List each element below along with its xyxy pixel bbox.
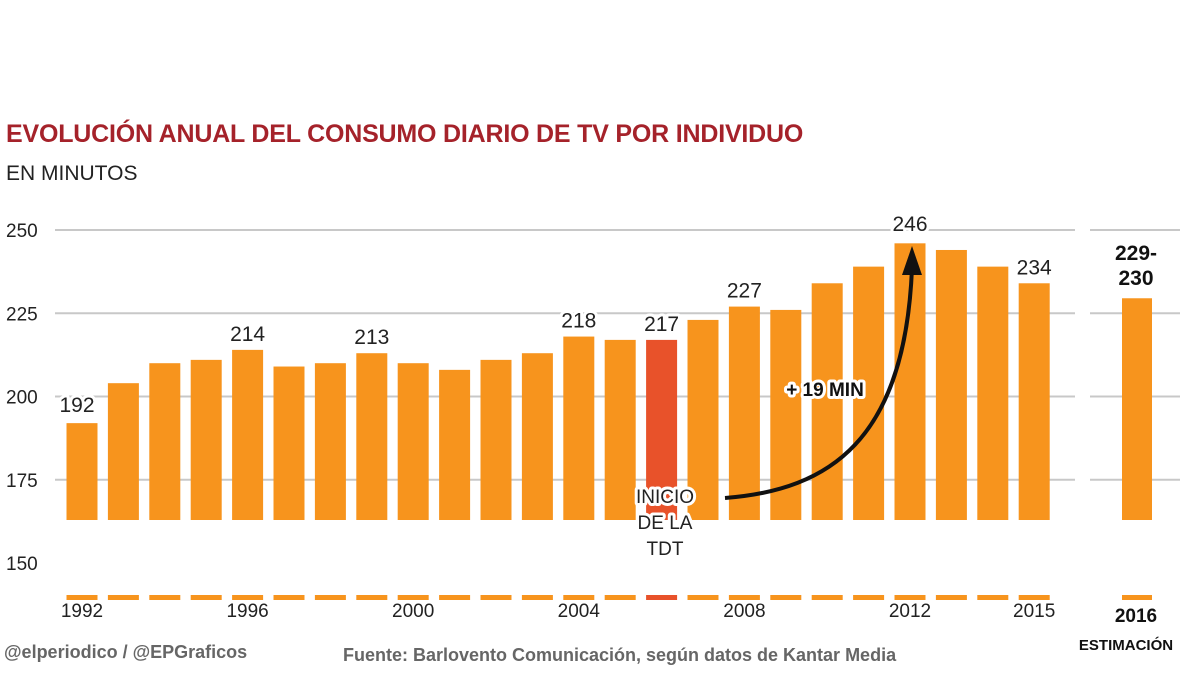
y-tick-label: 200 [6,388,38,409]
growth-annotation: + 19 MIN [786,380,864,401]
tdt-annotation-line: INICIO [636,487,694,508]
y-tick-label: 175 [6,471,38,492]
x-tick-label: 2015 [1013,601,1055,622]
y-tick-label: 150 [6,554,38,575]
data-label: 192 [59,394,94,417]
x-tick-label: 1992 [61,601,103,622]
x-tick-label: 2008 [723,601,765,622]
growth-arrow [724,267,914,500]
credit: @elperiodico / @EPGraficos [4,642,248,662]
data-label: 246 [892,213,927,236]
arrow-head-icon [902,246,922,275]
data-label: 217 [644,313,679,336]
x-tick-label: 2012 [889,601,931,622]
x-tick-label: 1996 [226,601,268,622]
estimate-sublabel: ESTIMACIÓN [1079,636,1173,654]
tdt-annotation-line: DE LA [638,513,693,534]
x-tick-label: 2000 [392,601,434,622]
data-label: 218 [561,310,596,333]
data-label: 214 [230,323,265,346]
chart-subtitle: EN MINUTOS [6,162,138,185]
estimate-data-label: 230 [1118,267,1153,290]
data-label: 227 [727,280,762,303]
estimate-year-label: 2016 [1115,606,1157,627]
estimate-data-label: 229- [1115,242,1157,265]
source-note: Fuente: Barlovento Comunicación, según d… [343,645,897,665]
x-tick-label: 2004 [558,601,601,622]
chart-title: EVOLUCIÓN ANUAL DEL CONSUMO DIARIO DE TV… [6,120,804,148]
y-tick-label: 250 [6,221,38,242]
data-label: 234 [1017,256,1052,279]
tdt-annotation-line: TDT [647,539,684,560]
data-label: 213 [354,326,389,349]
bottom-fade [40,520,1200,595]
y-tick-label: 225 [6,304,38,325]
